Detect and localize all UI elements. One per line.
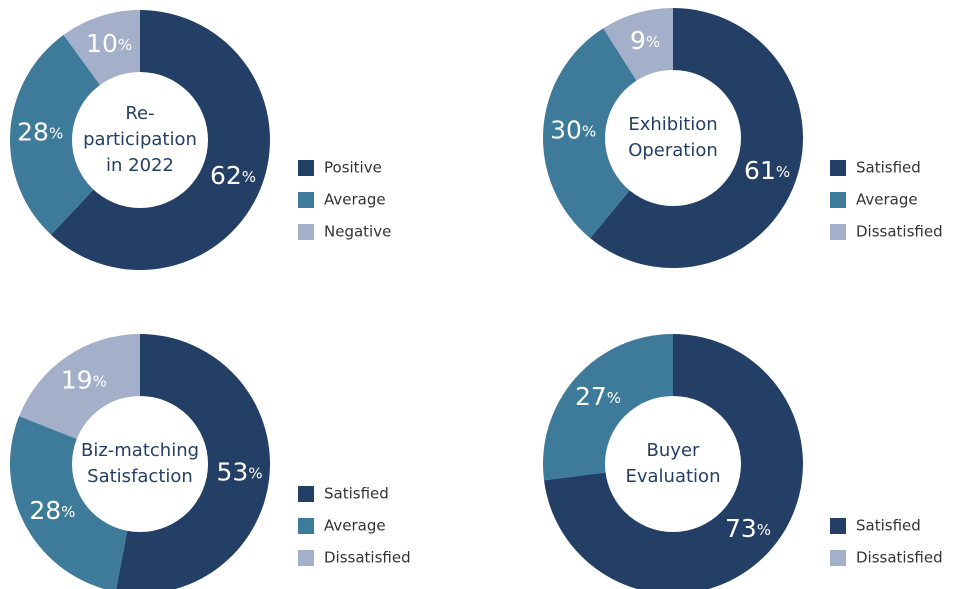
value-unit: % [118,35,132,53]
donut-title: in 2022 [106,155,174,176]
donut-title: Evaluation [626,466,721,487]
value-label: 28% [29,496,75,525]
legend-swatch [298,224,314,240]
value-unit: % [607,388,621,406]
value-unit: % [242,167,256,185]
value-number: 73 [725,514,757,543]
legend-label: Positive [324,159,382,177]
value-number: 28 [17,118,49,147]
value-label: 62% [210,161,256,190]
value-label: 28% [17,118,63,147]
value-number: 9 [630,26,646,55]
value-unit: % [61,503,75,521]
donut-title: Re- [125,103,154,124]
value-unit: % [646,32,660,50]
value-label: 73% [725,514,771,543]
legend-label: Satisfied [856,517,921,535]
legend-swatch [830,192,846,208]
donut-chart: 61%30%9%ExhibitionOperationSatisfiedAver… [543,8,943,268]
value-label: 30% [550,116,596,145]
value-number: 30 [550,116,582,145]
donut-hole [605,396,741,532]
legend-swatch [830,224,846,240]
legend-label: Average [856,191,918,209]
legend-label: Average [324,517,386,535]
value-label: 53% [217,457,263,486]
legend-label: Negative [324,223,391,241]
legend-swatch [298,192,314,208]
legend-label: Dissatisfied [324,549,411,567]
legend-swatch [830,550,846,566]
donut-title: Biz-matching [81,440,199,461]
legend-label: Average [324,191,386,209]
legend-swatch [830,518,846,534]
legend-swatch [298,160,314,176]
value-number: 61 [744,156,776,185]
donut-title: Exhibition [628,114,717,135]
legend-label: Dissatisfied [856,549,943,567]
donut-title: Operation [628,140,718,161]
value-label: 19% [61,365,107,394]
legend-label: Satisfied [324,485,389,503]
legend-label: Satisfied [856,159,921,177]
value-label: 27% [575,382,621,411]
value-number: 62 [210,161,242,190]
donut-title: Satisfaction [87,466,193,487]
legend-swatch [830,160,846,176]
legend-swatch [298,550,314,566]
value-number: 10 [86,29,118,58]
donut-hole [72,396,208,532]
donut-chart: 53%28%19%Biz-matchingSatisfactionSatisfi… [10,334,411,589]
legend-swatch [298,486,314,502]
donut-title: participation [83,129,197,150]
value-label: 61% [744,156,790,185]
value-number: 27 [575,382,607,411]
value-number: 28 [29,496,61,525]
value-label: 10% [86,29,132,58]
donut-title: Buyer [647,440,700,461]
legend-swatch [298,518,314,534]
value-unit: % [248,464,262,482]
legend-label: Dissatisfied [856,223,943,241]
donut-hole [72,72,208,208]
value-unit: % [49,124,63,142]
value-number: 19 [61,365,93,394]
value-unit: % [93,372,107,390]
value-number: 53 [217,457,249,486]
value-unit: % [776,162,790,180]
donut-hole [605,70,741,206]
value-unit: % [582,122,596,140]
donut-chart: 73%27%BuyerEvaluationSatisfiedDissatisfi… [542,334,943,589]
value-label: 9% [630,26,660,55]
value-unit: % [757,521,771,539]
